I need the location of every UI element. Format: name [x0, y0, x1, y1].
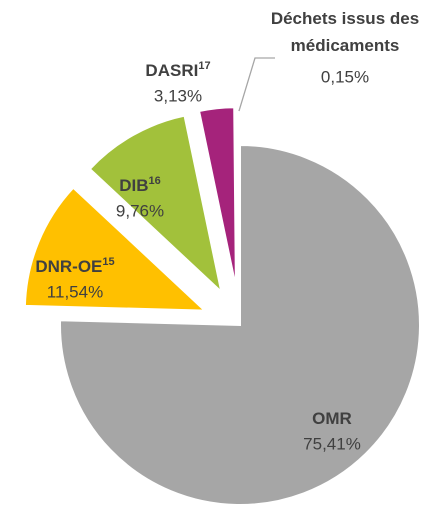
label-line: Déchets issus des — [271, 9, 419, 28]
leader-line — [238, 57, 275, 112]
category-label: Déchets issus des médicaments — [271, 9, 419, 55]
label-line: médicaments — [291, 36, 400, 55]
category-name: DIB — [119, 176, 148, 195]
category-label: DNR-OE15 — [35, 256, 114, 277]
labels: OMR 75,41% DNR-OE15 11,54% DIB16 9,76% DASRI17… — [35, 9, 419, 453]
footnote: 16 — [149, 175, 161, 187]
slice — [237, 105, 241, 288]
category-label: DIB16 — [119, 175, 161, 196]
value-label: 0,15% — [321, 67, 369, 86]
category-label: OMR — [312, 409, 352, 428]
value-label: 9,76% — [116, 201, 164, 220]
slice — [197, 106, 237, 288]
value-label: 11,54% — [47, 282, 103, 301]
category-name: DASRI — [145, 61, 198, 80]
value-label: 3,13% — [154, 86, 202, 105]
category-name: DNR-OE — [35, 257, 102, 276]
footnote: 17 — [198, 60, 210, 72]
slice — [88, 114, 223, 295]
category-name: OMR — [312, 409, 352, 428]
slice — [23, 186, 208, 312]
slices — [23, 105, 421, 506]
slice — [59, 143, 421, 506]
category-label: DASRI17 — [145, 60, 210, 81]
footnote: 15 — [102, 256, 114, 268]
value-label: 75,41% — [303, 434, 361, 453]
